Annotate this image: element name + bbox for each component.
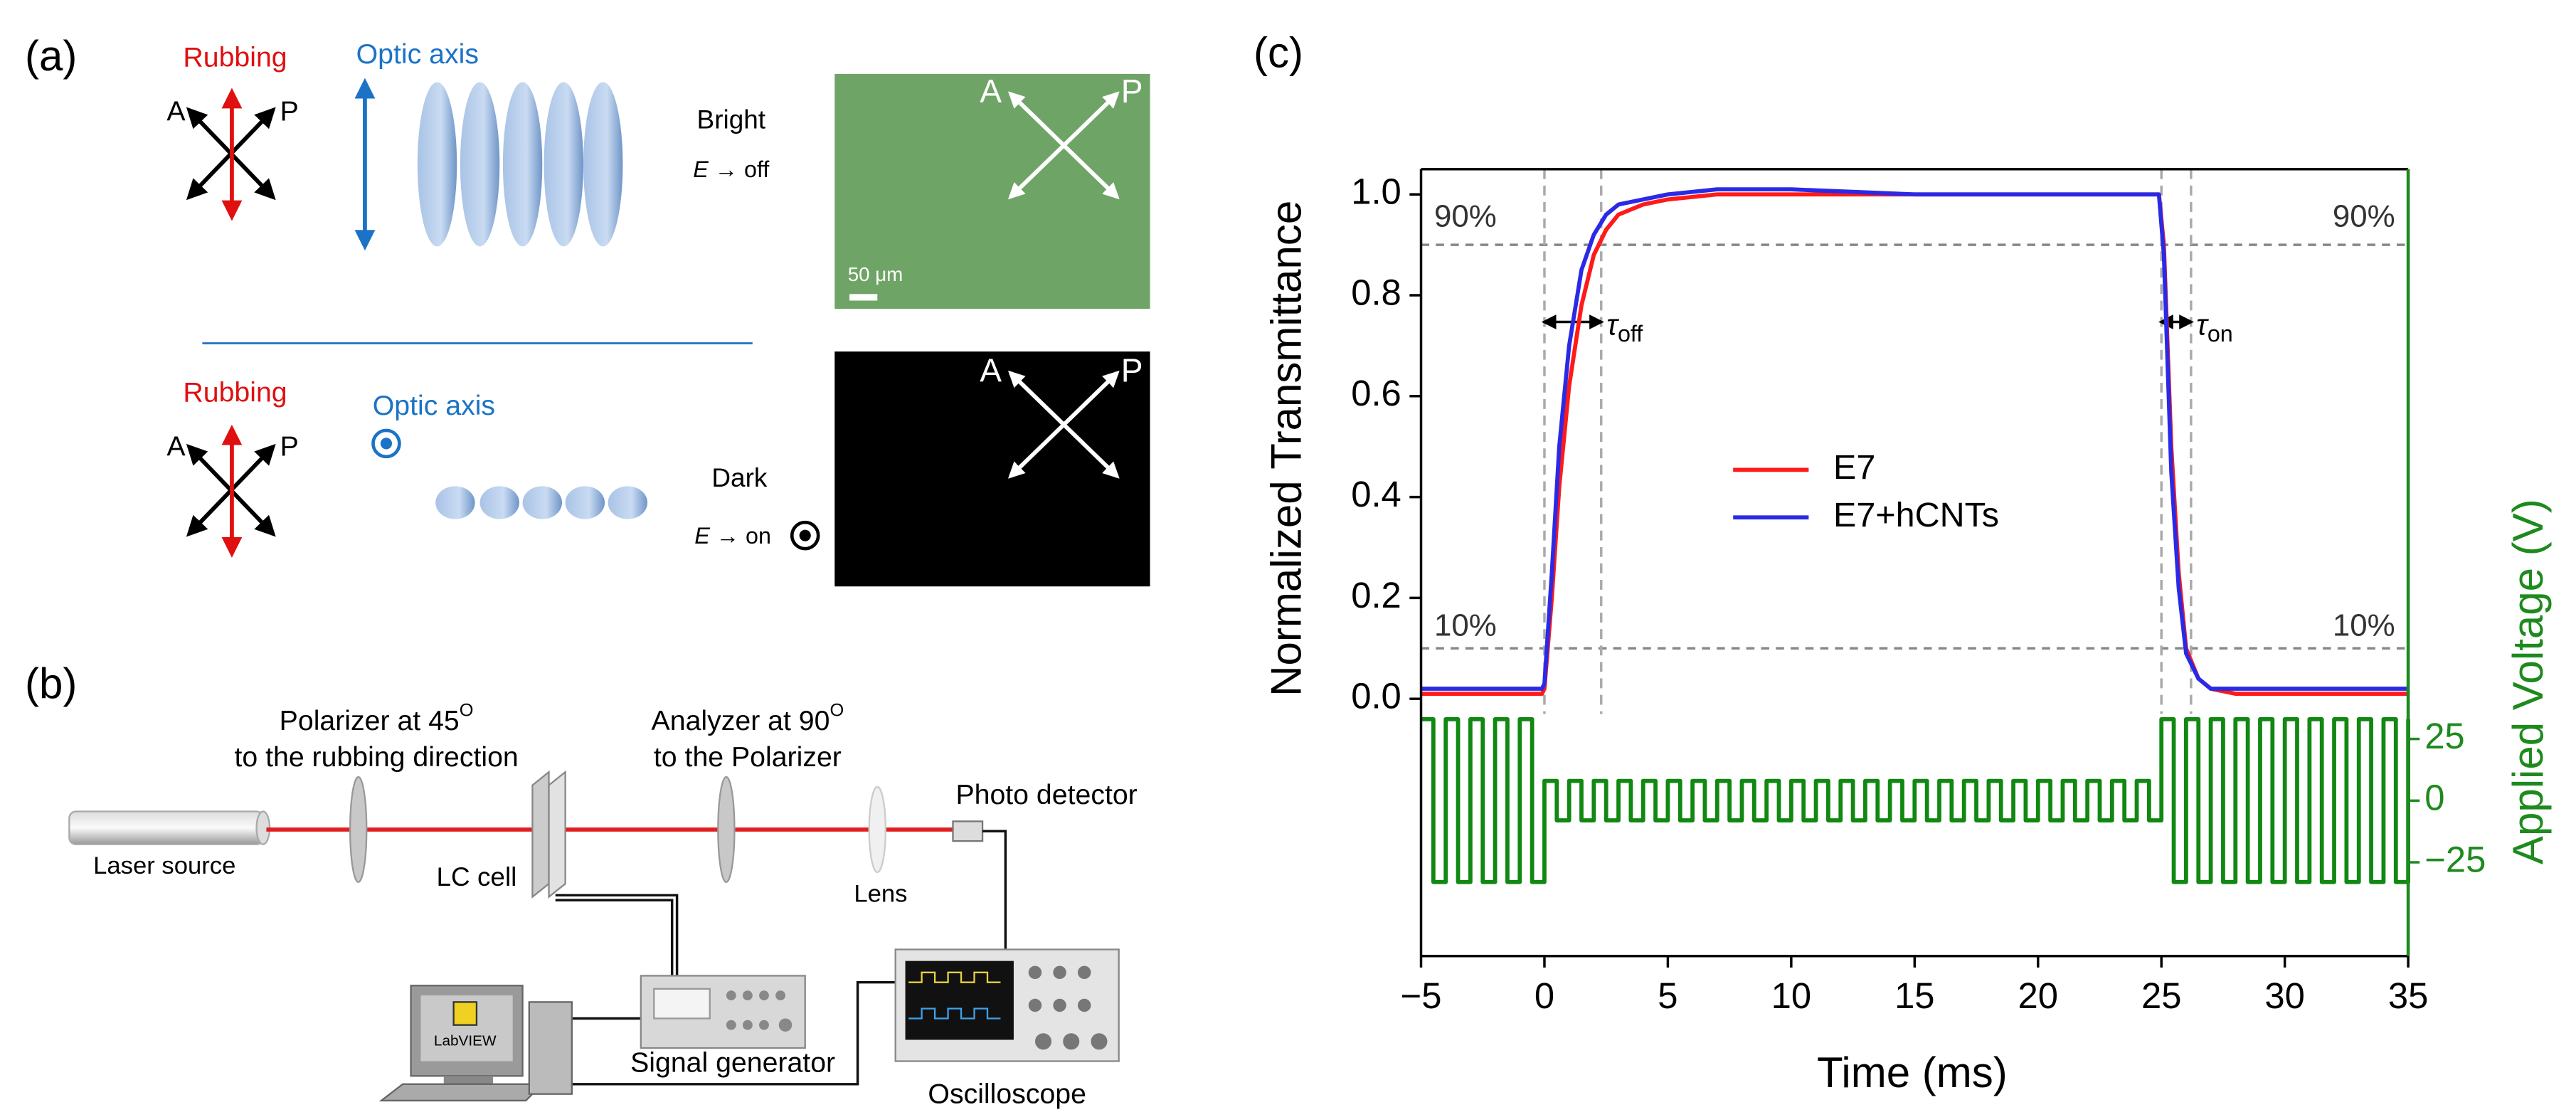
panel-label: (c) bbox=[1253, 28, 1303, 76]
y-tick-label: 0.2 bbox=[1351, 575, 1401, 615]
x-tick-label: 5 bbox=[1658, 975, 1677, 1016]
y-tick-label: 0.8 bbox=[1351, 272, 1401, 312]
image-a: A bbox=[980, 73, 1002, 110]
text: Polarizer at 45 bbox=[280, 705, 460, 736]
superscript: O bbox=[829, 700, 844, 720]
panel-label: (b) bbox=[25, 660, 77, 707]
subscript: off bbox=[1618, 321, 1643, 346]
laser-label: Laser source bbox=[93, 852, 235, 879]
x-tick-label: 25 bbox=[2141, 975, 2181, 1016]
analyzer-label: A bbox=[166, 96, 186, 127]
lc-molecules bbox=[435, 486, 648, 519]
state-label: Bright bbox=[697, 105, 766, 134]
signal-generator bbox=[640, 975, 806, 1049]
field-symbol: E bbox=[693, 157, 709, 182]
polarizer-cross bbox=[186, 88, 276, 221]
polarizer-label: P bbox=[280, 96, 299, 127]
annotation: 90% bbox=[1434, 199, 1497, 234]
field-label: E → on bbox=[694, 523, 771, 549]
y-tick-label: 0.0 bbox=[1351, 676, 1401, 716]
scale-bar bbox=[849, 294, 878, 301]
polarizer-cross bbox=[186, 424, 276, 558]
analyzer-text: Analyzer at 90O bbox=[652, 700, 844, 736]
lens-label: Lens bbox=[854, 880, 907, 907]
scale-label: 50 μm bbox=[848, 263, 903, 285]
optic-axis-label: Optic axis bbox=[373, 390, 495, 421]
tau-on: τon bbox=[2196, 307, 2233, 346]
wires bbox=[555, 830, 1007, 1086]
laser bbox=[68, 810, 264, 845]
lc-cell-label: LC cell bbox=[436, 862, 516, 891]
field-state: → off bbox=[709, 157, 770, 182]
superscript: O bbox=[460, 700, 474, 720]
state-label: Dark bbox=[711, 463, 768, 492]
image-p: P bbox=[1121, 351, 1143, 388]
rubbing-label: Rubbing bbox=[183, 376, 287, 408]
panel-c: (c) Time (ms) Normalized Transmittance A… bbox=[1253, 28, 2552, 1096]
y2-axis-label: Applied Voltage (V) bbox=[2504, 499, 2552, 864]
x-tick-label: 15 bbox=[1894, 975, 1934, 1016]
panel-label: (a) bbox=[25, 32, 77, 80]
annotation: 10% bbox=[2333, 608, 2395, 643]
tau: τ bbox=[1606, 307, 1619, 341]
y2-tick-label: 0 bbox=[2424, 778, 2444, 818]
x-tick-label: 0 bbox=[1535, 975, 1554, 1016]
x-tick-label: 30 bbox=[2264, 975, 2304, 1016]
y-tick-label: 0.6 bbox=[1351, 373, 1401, 413]
field-symbol: E bbox=[694, 523, 710, 549]
polarizer-text: to the rubbing direction bbox=[234, 741, 518, 773]
analyzer-label: A bbox=[166, 431, 186, 462]
oscilloscope bbox=[894, 948, 1120, 1062]
data-line bbox=[1421, 717, 2411, 884]
y2-tick-label: −25 bbox=[2424, 839, 2486, 879]
y2-tick-label: 25 bbox=[2424, 716, 2464, 756]
image-cross bbox=[1007, 370, 1120, 479]
lc-molecules bbox=[417, 82, 623, 247]
panel-a: (a) Rubbing A P Optic axis Bright E → of… bbox=[25, 32, 1150, 587]
signal-generator-label: Signal generator bbox=[630, 1047, 835, 1078]
tau: τ bbox=[2196, 307, 2209, 341]
oscilloscope-label: Oscilloscope bbox=[928, 1078, 1086, 1109]
rubbing-label: Rubbing bbox=[183, 41, 287, 73]
x-axis-label: Time (ms) bbox=[1817, 1049, 2008, 1096]
field-label: E → off bbox=[693, 157, 770, 182]
optic-axis-label: Optic axis bbox=[356, 38, 479, 70]
computer bbox=[378, 985, 573, 1102]
annotation: 10% bbox=[1434, 608, 1497, 643]
subscript: on bbox=[2207, 321, 2233, 346]
image-p: P bbox=[1121, 73, 1143, 110]
image-a: A bbox=[980, 351, 1002, 388]
x-tick-label: −5 bbox=[1401, 975, 1442, 1016]
field-dot bbox=[790, 520, 820, 551]
polarizer-label: P bbox=[280, 431, 299, 462]
analyzer-text: to the Polarizer bbox=[654, 741, 842, 773]
analyzer bbox=[717, 775, 736, 883]
y-tick-label: 0.4 bbox=[1351, 474, 1401, 514]
x-tick-label: 35 bbox=[2388, 975, 2428, 1016]
data-line bbox=[1421, 187, 2409, 691]
tau-off: τoff bbox=[1606, 307, 1643, 346]
optic-axis-dot bbox=[371, 428, 401, 459]
legend-label: E7 bbox=[1833, 448, 1875, 487]
panel-b: (b) Polarizer at 45O to the rubbing dire… bbox=[25, 660, 1138, 1109]
text: Analyzer at 90 bbox=[652, 705, 830, 736]
data-line bbox=[1421, 192, 2409, 696]
polarizer-text: Polarizer at 45O bbox=[280, 700, 474, 736]
x-tick-label: 20 bbox=[2018, 975, 2058, 1016]
annotation: 90% bbox=[2333, 199, 2395, 234]
lens bbox=[868, 785, 886, 874]
y-tick-label: 1.0 bbox=[1351, 171, 1401, 212]
legend-label: E7+hCNTs bbox=[1833, 496, 1999, 534]
polarizer bbox=[349, 775, 368, 883]
lc-cell bbox=[531, 770, 566, 899]
photo-detector bbox=[952, 820, 984, 842]
image-cross bbox=[1007, 91, 1120, 200]
field-state: → on bbox=[710, 523, 771, 549]
labview-label: LabVIEW bbox=[434, 1032, 497, 1049]
y-axis-label: Normalized Transmittance bbox=[1263, 201, 1310, 697]
x-tick-label: 10 bbox=[1771, 975, 1811, 1016]
detector-label: Photo detector bbox=[955, 779, 1137, 810]
